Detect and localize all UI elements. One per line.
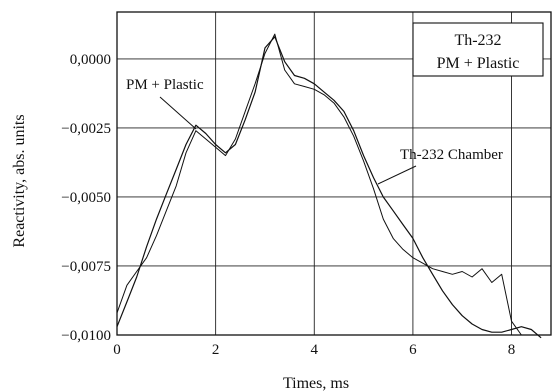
annotation-th232-chamber: Th-232 Chamber xyxy=(400,147,503,163)
x-tick-label: 0 xyxy=(113,342,121,358)
legend-line-1: Th-232 xyxy=(454,32,501,49)
x-axis-label: Times, ms xyxy=(283,375,349,391)
x-tick-label: 6 xyxy=(409,342,417,358)
y-axis-label: Reactivity, abs. units xyxy=(11,114,28,247)
series-line-pm-plastic xyxy=(116,36,542,339)
tick-labels: 0 2 4 6 8 0,0000 −0,0025 −0,0050 −0,0075 −0,0100 xyxy=(61,52,515,358)
series-line-th232-chamber xyxy=(116,33,522,336)
x-tick-label: 8 xyxy=(508,342,516,358)
annotations: PM + Plastic Th-232 Chamber xyxy=(126,77,503,185)
y-tick-label: 0,0000 xyxy=(70,52,111,68)
annotation-th232-chamber-pointer xyxy=(377,165,417,185)
y-tick-label: −0,0075 xyxy=(61,259,111,275)
x-tick-label: 4 xyxy=(311,342,319,358)
plot-frame xyxy=(116,11,552,336)
legend-box: Th-232 PM + Plastic xyxy=(412,22,544,77)
legend-line-2: PM + Plastic xyxy=(437,55,520,72)
x-tick-label: 2 xyxy=(212,342,220,358)
y-tick-label: −0,0050 xyxy=(61,190,111,206)
annotation-pm-plastic: PM + Plastic xyxy=(126,77,204,93)
series-lines xyxy=(116,33,542,339)
y-tick-label: −0,0100 xyxy=(61,328,111,344)
annotation-pm-plastic-pointer xyxy=(159,96,197,130)
legend-frame xyxy=(412,22,544,77)
y-tick-label: −0,0025 xyxy=(61,121,111,137)
